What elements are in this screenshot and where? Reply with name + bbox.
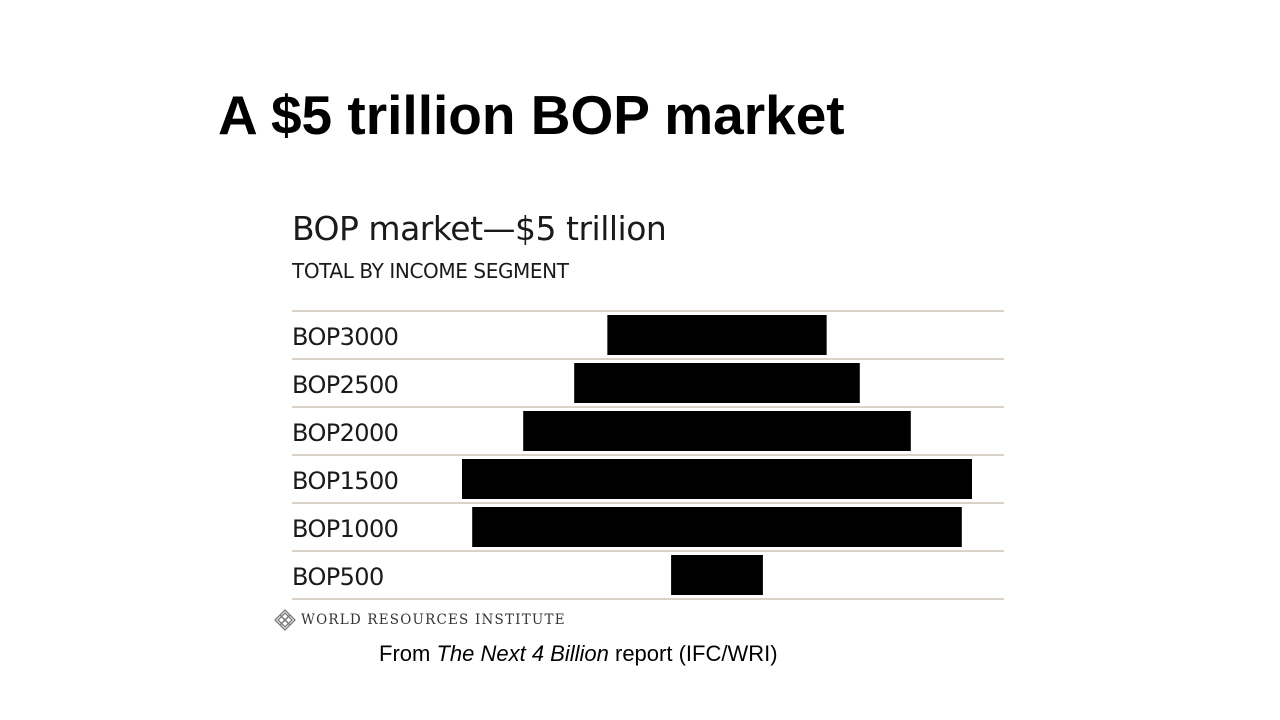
chart-title: BOP market—$5 trillion xyxy=(292,209,667,248)
category-label: BOP1000 xyxy=(292,515,398,543)
category-label: BOP500 xyxy=(292,563,384,591)
wri-emblem-icon xyxy=(274,609,296,631)
caption-suffix: report (IFC/WRI) xyxy=(608,641,778,666)
category-label: BOP3000 xyxy=(292,323,398,351)
wri-logo-text: WORLD RESOURCES INSTITUTE xyxy=(301,612,566,628)
caption-prefix: From xyxy=(379,641,437,666)
slide-title: A $5 trillion BOP market xyxy=(218,84,845,146)
bar-bop1000 xyxy=(472,507,962,547)
bar-bop1500 xyxy=(462,459,972,499)
category-label: BOP2000 xyxy=(292,419,398,447)
bar-bop2500 xyxy=(574,363,860,403)
source-caption: From The Next 4 Billion report (IFC/WRI) xyxy=(379,641,778,667)
caption-report-title: The Next 4 Billion xyxy=(436,641,609,666)
category-label: BOP1500 xyxy=(292,467,398,495)
bar-bop2000 xyxy=(523,411,911,451)
chart-subtitle: TOTAL BY INCOME SEGMENT xyxy=(292,259,569,283)
category-label: BOP2500 xyxy=(292,371,398,399)
bar-bop500 xyxy=(671,555,763,595)
bar-bop3000 xyxy=(607,315,827,355)
wri-logo: WORLD RESOURCES INSTITUTE xyxy=(274,608,566,632)
